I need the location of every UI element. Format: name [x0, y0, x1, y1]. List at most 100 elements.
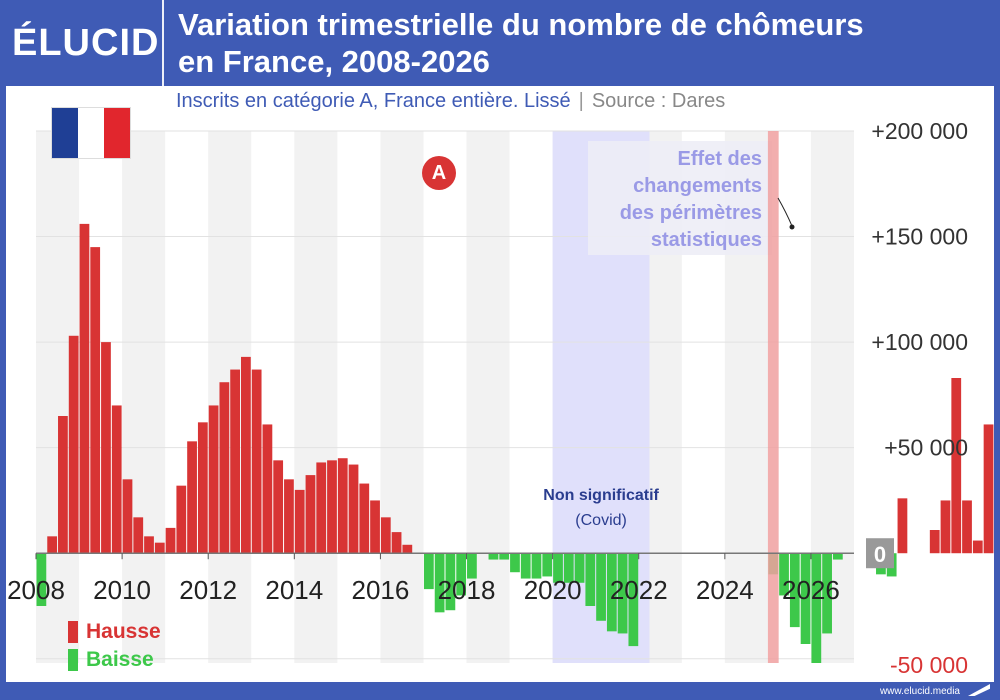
bar	[219, 382, 230, 554]
x-tick-label: 2010	[93, 575, 151, 605]
legend-item-hausse: Hausse	[68, 618, 161, 646]
effet-leader-line	[777, 197, 793, 227]
bar	[68, 335, 79, 554]
zero-label-box	[866, 538, 894, 569]
bar	[230, 369, 240, 554]
bar	[101, 342, 111, 554]
x-tick-label: 2016	[351, 575, 409, 605]
bar	[606, 553, 617, 632]
bar	[563, 553, 574, 583]
bar	[531, 553, 542, 579]
bar	[208, 405, 219, 554]
bar	[294, 489, 305, 554]
x-tick-label: 2026	[782, 575, 840, 605]
x-tick-label: 2008	[7, 575, 65, 605]
bar	[154, 542, 165, 554]
y-tick-label: +50 000	[884, 435, 968, 461]
effet-annotation-line: changements	[633, 175, 762, 197]
elucid-logo: ÉLUCID	[12, 22, 160, 64]
annotation-badge-a: A	[422, 156, 456, 190]
bar	[789, 553, 800, 628]
france-flag-icon	[52, 108, 130, 158]
bar	[822, 553, 832, 634]
bar	[617, 553, 628, 634]
x-tick-label: 2022	[610, 575, 668, 605]
x-tick-label: 2014	[265, 575, 323, 605]
y-tick-label: +150 000	[871, 224, 968, 250]
subtitle-text: Inscrits en catégorie A, France entière.…	[176, 90, 571, 112]
x-tick-label: 2018	[438, 575, 496, 605]
bar	[574, 553, 585, 583]
bar	[197, 422, 208, 554]
source-text: Source : Dares	[591, 90, 726, 112]
legend-swatch-hausse	[68, 621, 78, 643]
year-band	[122, 131, 166, 663]
chart-subtitle: Inscrits en catégorie A, France entière.…	[176, 90, 725, 113]
legend-item-baisse: Baisse	[68, 646, 161, 674]
x-tick-label: 2024	[696, 575, 754, 605]
bar	[940, 500, 951, 554]
legend-swatch-baisse	[68, 649, 78, 671]
x-tick-label: 2020	[524, 575, 582, 605]
effet-text-box	[588, 141, 772, 255]
bar	[929, 530, 940, 554]
covid-annotation-title: Non significatif	[543, 487, 659, 504]
x-tick-label: 2012	[179, 575, 237, 605]
bar	[811, 553, 822, 663]
bar	[111, 405, 122, 554]
bar	[337, 458, 348, 554]
year-band	[380, 131, 424, 663]
bar	[316, 462, 327, 554]
bar	[832, 553, 843, 560]
effet-annotation-line: Effet des	[678, 148, 762, 170]
bar	[553, 553, 563, 583]
chart-svg: 2008 2010 2012 2014 2016 2018 2020 2022 2024 2026…	[7, 118, 994, 678]
header-divider	[162, 0, 164, 86]
effet-band	[767, 131, 779, 663]
footer-url: www.elucid.media	[879, 686, 960, 697]
bar	[456, 553, 467, 596]
bar	[402, 544, 413, 554]
bar	[585, 553, 596, 606]
bar	[467, 553, 477, 579]
bar	[983, 424, 994, 554]
subtitle-separator: |	[578, 90, 584, 112]
bar	[800, 553, 811, 644]
bar	[305, 475, 316, 554]
bar	[165, 527, 176, 554]
bar	[951, 378, 962, 554]
bar	[284, 479, 294, 554]
footer-logo-icon	[968, 684, 990, 696]
bar	[241, 356, 251, 554]
chart-title-line-1: Variation trimestrielle du nombre de chô…	[178, 7, 864, 42]
bar	[144, 536, 154, 554]
effet-annotation-line: des périmètres	[620, 202, 762, 224]
bar	[962, 500, 972, 554]
bar	[348, 464, 359, 554]
bar	[596, 553, 606, 621]
bar	[510, 553, 520, 573]
bar	[423, 553, 434, 590]
bar	[370, 500, 380, 554]
bar	[273, 460, 284, 554]
bar	[542, 553, 553, 577]
bar	[779, 553, 789, 596]
bar	[176, 485, 187, 554]
bar	[972, 540, 983, 554]
chart-title-line-2: en France, 2008-2026	[178, 44, 490, 79]
y-tick-label: 0	[874, 542, 886, 567]
legend: Hausse Baisse	[68, 618, 161, 674]
legend-label-hausse: Hausse	[86, 620, 161, 643]
chart-panel: 2008 2010 2012 2014 2016 2018 2020 2022 2024 2026…	[6, 86, 994, 682]
bar	[58, 416, 68, 554]
bar	[133, 517, 144, 554]
bar	[445, 553, 456, 611]
effet-annotation-line: statistiques	[651, 229, 762, 251]
bar	[187, 441, 197, 554]
bar	[90, 247, 101, 554]
bar	[434, 553, 445, 613]
bar	[47, 536, 58, 554]
bar	[499, 553, 510, 560]
bar	[520, 553, 531, 579]
year-band	[294, 131, 338, 663]
